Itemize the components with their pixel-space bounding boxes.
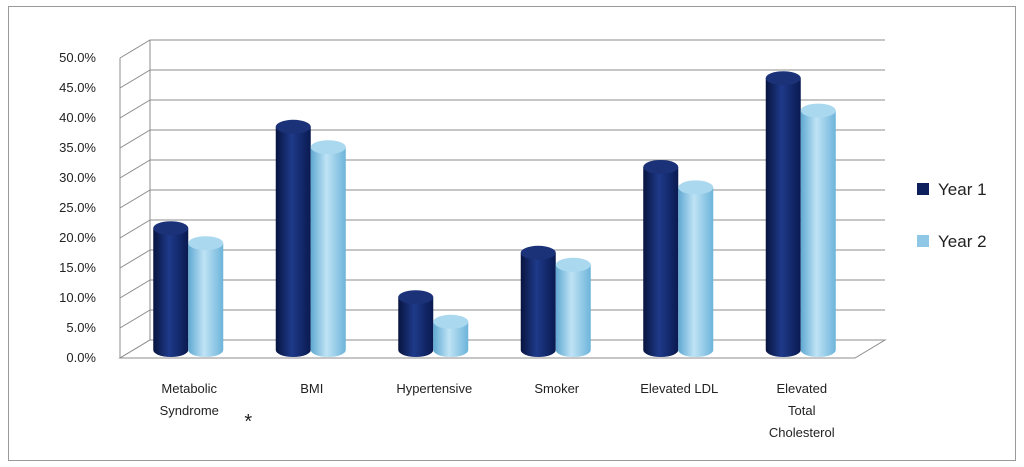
bar-year1 [520, 252, 556, 358]
y-tick-label: 5.0% [66, 320, 96, 335]
bar-year1 [643, 167, 679, 358]
significance-marker: * [244, 411, 252, 433]
y-tick-label: 35.0% [59, 140, 96, 155]
x-category-label: Cholesterol [769, 425, 835, 440]
y-tick-label: 20.0% [59, 230, 96, 245]
bar-year1 [765, 78, 801, 358]
y-tick-label: 15.0% [59, 260, 96, 275]
bar-top [643, 160, 679, 174]
y-tick-label: 25.0% [59, 200, 96, 215]
bar-top [678, 180, 714, 195]
y-tick-label: 10.0% [59, 290, 96, 305]
bar-year2 [678, 187, 714, 358]
bar-year1 [398, 297, 434, 358]
y-tick-label: 45.0% [59, 80, 96, 95]
bar-year2 [800, 110, 836, 358]
bar-year1 [153, 228, 189, 358]
bar-top [555, 257, 591, 272]
y-tick-label: 40.0% [59, 110, 96, 125]
bar-top [398, 290, 434, 305]
bar-top [310, 140, 346, 155]
legend-swatch-year1 [917, 183, 929, 195]
legend-label: Year 1 [938, 180, 987, 199]
x-category-label: Total [788, 403, 816, 418]
bar-top [433, 314, 469, 329]
gridline [119, 39, 885, 59]
bar-year2 [310, 147, 346, 358]
x-category-label: Syndrome [160, 403, 219, 418]
bar-year2 [555, 264, 591, 358]
x-category-label: BMI [300, 381, 323, 396]
y-tick-label: 0.0% [66, 350, 96, 365]
bar-year2 [188, 243, 224, 358]
bar-top [520, 245, 556, 260]
x-category-label: Elevated [776, 381, 827, 396]
bar-year1 [275, 126, 311, 358]
bar-top [800, 103, 836, 118]
legend-swatch-year2 [917, 235, 929, 247]
x-category-label: Hypertensive [396, 381, 472, 396]
bar-top [765, 71, 801, 86]
bar-top [153, 221, 189, 236]
x-category-label: Smoker [534, 381, 579, 396]
x-category-label: Elevated LDL [640, 381, 718, 396]
bar-top [275, 119, 311, 134]
y-tick-label: 50.0% [59, 50, 96, 65]
bar-top [188, 236, 224, 251]
legend-label: Year 2 [938, 232, 987, 251]
y-tick-label: 30.0% [59, 170, 96, 185]
bar-year2 [433, 321, 469, 358]
x-category-label: Metabolic [161, 381, 217, 396]
